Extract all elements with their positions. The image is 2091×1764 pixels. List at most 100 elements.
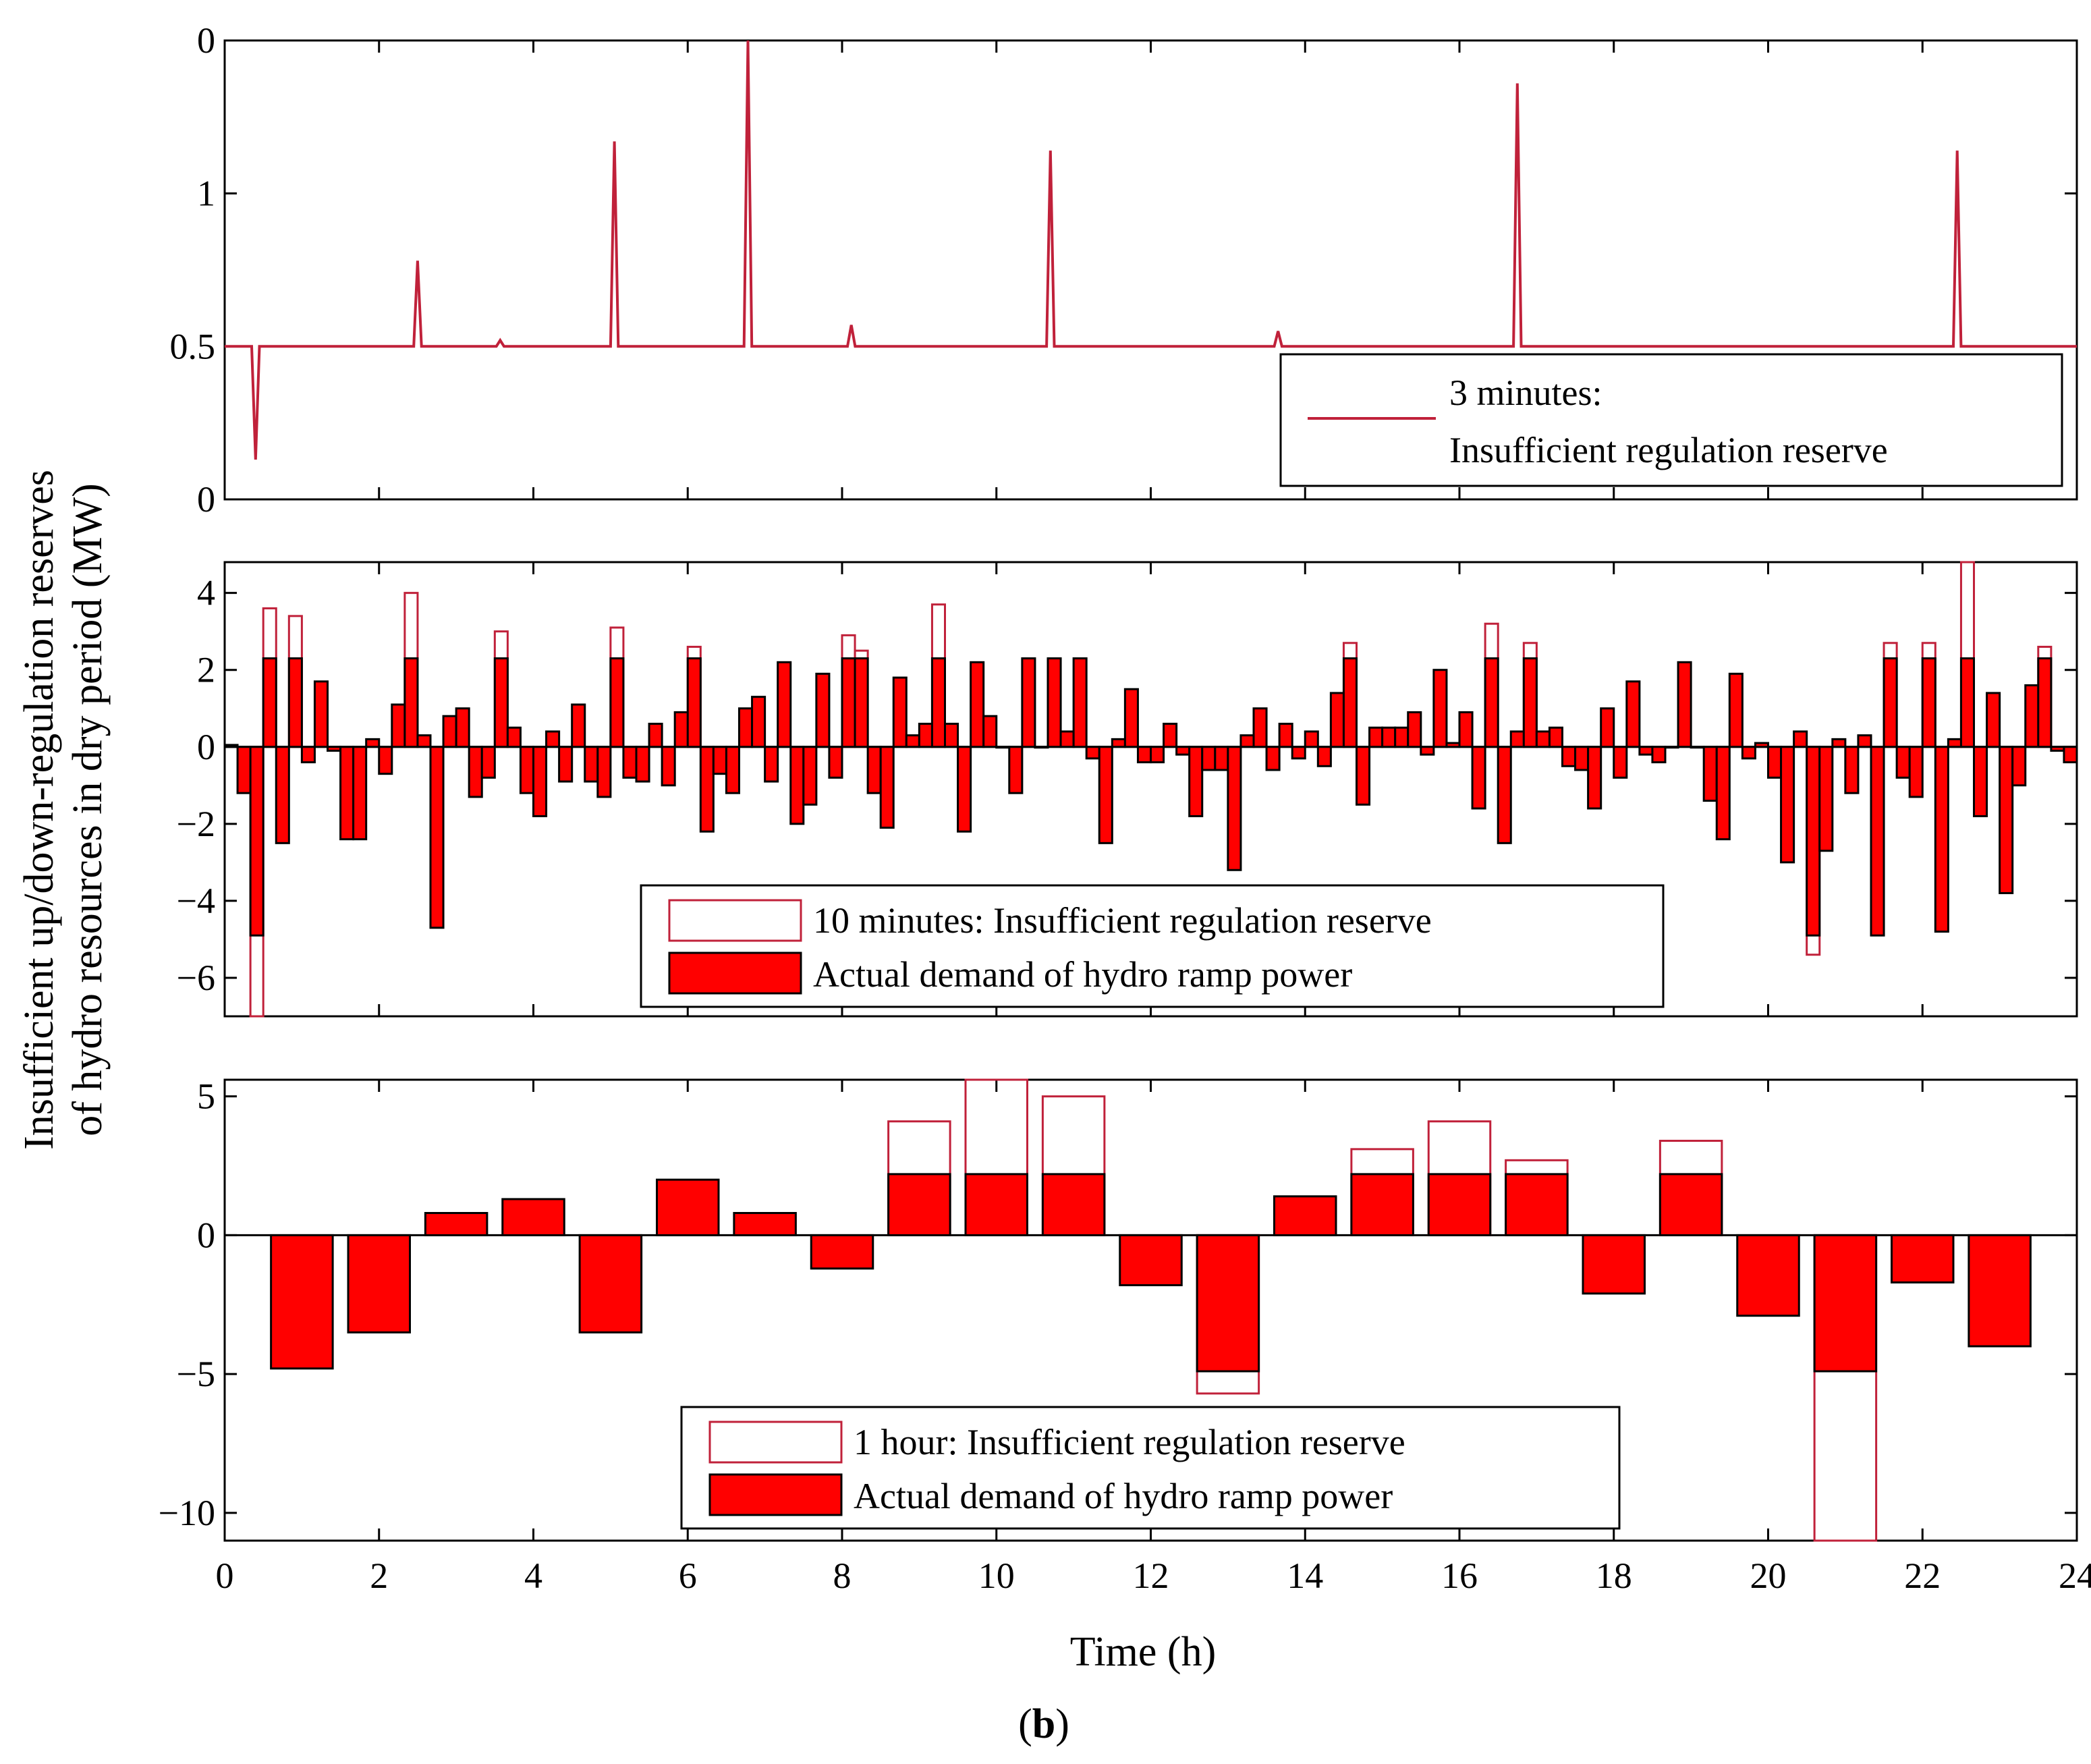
demand-bar	[1613, 746, 1628, 779]
demand-bar	[468, 746, 483, 798]
demand-bar	[1239, 734, 1255, 748]
demand-bar	[1350, 1173, 1414, 1236]
demand-bar	[1715, 746, 1731, 841]
demand-bar	[1432, 669, 1448, 748]
demand-bar	[1535, 730, 1551, 748]
demand-bar	[1427, 1173, 1492, 1236]
demand-bar	[1265, 746, 1281, 771]
x-tick-label: 22	[1904, 1555, 1941, 1596]
demand-bar	[1818, 746, 1834, 852]
demand-bar	[1227, 746, 1242, 871]
demand-bar	[1870, 746, 1885, 937]
x-tick-label: 6	[679, 1555, 697, 1596]
demand-bar	[1119, 1234, 1183, 1286]
panel-middle-10min: 4 2 0 −2 −4 −6 10 minutes: Insufficient regula…	[177, 561, 2078, 1018]
demand-bar	[918, 723, 933, 748]
demand-bar	[1085, 746, 1100, 760]
demand-bar	[1149, 746, 1165, 764]
demand-bar	[1947, 738, 1962, 748]
demand-bar	[1342, 657, 1358, 748]
demand-bar	[1831, 738, 1847, 748]
demand-bar	[416, 734, 432, 748]
legend-box	[640, 884, 1665, 1008]
demand-bar	[287, 657, 303, 748]
demand-bar	[347, 1234, 411, 1333]
demand-bar	[995, 746, 1011, 749]
demand-bar	[1999, 746, 2014, 894]
demand-bar	[1214, 746, 1229, 771]
demand-bar	[1329, 692, 1345, 748]
x-tick-label: 20	[1750, 1555, 1787, 1596]
demand-bar	[1509, 730, 1525, 748]
y-tick-label: 0	[197, 479, 215, 520]
demand-bar	[236, 746, 252, 794]
demand-bar	[930, 657, 947, 748]
demand-bar	[1355, 746, 1371, 806]
y-tick-label: 0	[197, 20, 215, 61]
demand-bar	[1780, 746, 1795, 864]
demand-bar	[1136, 746, 1152, 764]
demand-bar	[737, 707, 754, 748]
legend-swatch-demand	[708, 1473, 843, 1516]
demand-bar	[326, 746, 342, 752]
demand-bar	[1587, 746, 1602, 810]
demand-bar	[1806, 746, 1821, 937]
demand-bar	[1934, 746, 1949, 933]
demand-bar	[648, 723, 663, 748]
demand-bar	[1273, 1195, 1337, 1236]
y-axis-label-line2: of hydro resources in dry period (MW)	[65, 483, 111, 1136]
demand-bar	[1291, 746, 1306, 760]
demand-bar	[1574, 746, 1590, 771]
legend-label-demand: Actual demand of hydro ramp power	[813, 954, 1352, 995]
demand-bar	[1471, 746, 1486, 810]
demand-bar	[1728, 672, 1744, 748]
demand-bar	[777, 661, 792, 748]
legend-label-demand: Actual demand of hydro ramp power	[854, 1476, 1393, 1516]
demand-bar	[506, 726, 522, 748]
y-tick-label: 2	[197, 650, 215, 690]
x-tick-label: 0	[216, 1555, 234, 1596]
demand-bar	[429, 746, 445, 929]
demand-bar	[828, 746, 843, 779]
demand-bar	[789, 746, 805, 825]
demand-bar	[1658, 1173, 1723, 1236]
x-tick-label: 12	[1133, 1555, 1169, 1596]
y-tick-label: −10	[159, 1493, 215, 1533]
demand-bar	[841, 657, 856, 748]
y-tick-label: 5	[197, 1076, 215, 1117]
demand-bar	[1895, 746, 1911, 779]
demand-bar	[1651, 746, 1667, 764]
demand-bar	[686, 657, 702, 748]
demand-bar	[905, 734, 920, 748]
demand-bar	[501, 1198, 565, 1236]
demand-bar	[578, 1234, 643, 1333]
demand-bar	[442, 715, 457, 748]
panel-bottom-1hour: 50−5−100 2 4 6 8 10 12 14 16 18 20 22 241 hour: Insu…	[159, 1076, 2091, 1596]
demand-bar	[943, 723, 959, 748]
demand-bar	[1921, 657, 1936, 748]
demand-bar	[262, 657, 277, 748]
demand-bar	[1561, 746, 1577, 767]
demand-bar	[1123, 688, 1139, 748]
demand-bar	[1163, 723, 1178, 748]
demand-bar	[712, 746, 727, 775]
demand-bar	[1252, 707, 1268, 748]
demand-bar	[1008, 746, 1024, 794]
y-tick-label: 0	[197, 727, 215, 767]
demand-bar	[480, 746, 496, 779]
demand-bar	[957, 746, 972, 833]
demand-bar	[854, 657, 869, 748]
demand-bar	[1175, 746, 1191, 756]
demand-bar	[1625, 680, 1641, 748]
demand-bar	[1059, 730, 1075, 748]
demand-bar	[1548, 726, 1564, 748]
x-tick-label: 14	[1287, 1555, 1323, 1596]
caption-close: )	[1055, 1701, 1069, 1747]
demand-bar	[815, 672, 831, 748]
demand-bar	[2037, 657, 2053, 748]
demand-bar	[1857, 734, 1872, 748]
demand-bar	[733, 1211, 797, 1236]
demand-bar	[1072, 657, 1088, 748]
demand-bar	[545, 730, 561, 748]
demand-bar	[2063, 746, 2078, 764]
